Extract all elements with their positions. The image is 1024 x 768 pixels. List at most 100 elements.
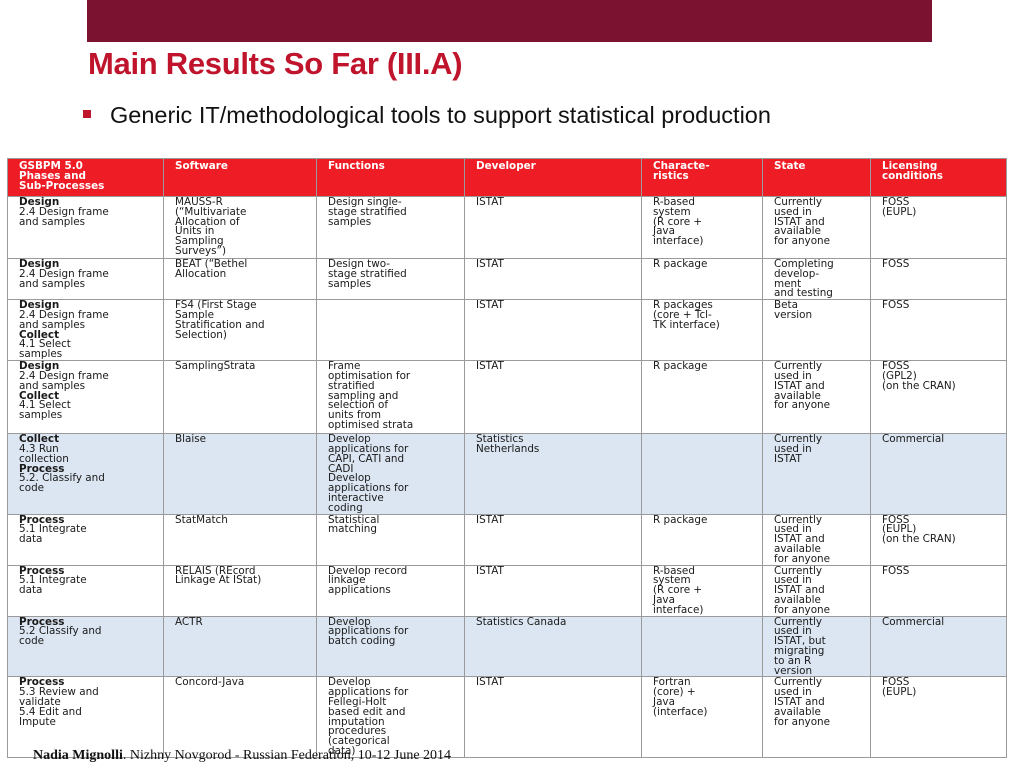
characteristics-cell: R package xyxy=(641,513,763,566)
table-row: Process 5.1 Integrate data RELAIS (REcor… xyxy=(7,564,1007,617)
footer-author: Nadia Mignolli xyxy=(33,748,123,763)
state-cell: Beta version xyxy=(762,299,871,362)
licensing-cell: FOSS xyxy=(870,299,1007,362)
phase-title: Design xyxy=(19,299,60,312)
phases-cell: Design 2.4 Design frame and samples xyxy=(7,257,164,301)
results-table: GSBPM 5.0 Phases and Sub-Processes Softw… xyxy=(7,158,1007,758)
bullet-text: Generic IT/methodological tools to suppo… xyxy=(110,102,771,128)
developer-cell: ISTAT xyxy=(464,257,642,301)
functions-cell xyxy=(316,299,465,362)
phase-title: Design xyxy=(19,196,60,208)
phase-detail: 4.1 Select samples xyxy=(19,338,71,361)
phase-detail: 2.4 Design frame and samples xyxy=(19,369,109,392)
header-developer: Developer xyxy=(464,158,642,197)
developer-cell: Statistics Canada xyxy=(464,615,642,678)
characteristics-cell xyxy=(641,433,763,515)
functions-cell: Develop applications for CAPI, CATI and … xyxy=(316,433,465,515)
phases-cell: Process 5.1 Integrate data xyxy=(7,564,164,617)
developer-cell: ISTAT xyxy=(464,513,642,566)
phase-title: Collect xyxy=(19,433,60,446)
developer-cell: ISTAT xyxy=(464,360,642,435)
licensing-cell: Commercial xyxy=(870,615,1007,678)
licensing-cell: FOSS (EUPL) (on the CRAN) xyxy=(870,513,1007,566)
licensing-cell: FOSS (GPL2) (on the CRAN) xyxy=(870,360,1007,435)
phase-detail: 2.4 Design frame and samples xyxy=(19,308,109,331)
characteristics-cell: R package xyxy=(641,257,763,301)
licensing-cell: FOSS xyxy=(870,257,1007,301)
phase-detail: 4.3 Run collection xyxy=(19,442,69,465)
phase-detail: 4.1 Select samples xyxy=(19,399,71,422)
phase-detail: 2.4 Design frame and samples xyxy=(19,205,109,228)
software-cell: BEAT (“Bethel Allocation xyxy=(163,257,317,301)
table-row: Design 2.4 Design frame and samples MAUS… xyxy=(7,196,1007,259)
functions-cell: Develop record linkage applications xyxy=(316,564,465,617)
phase-detail: 2.4 Design frame and samples xyxy=(19,267,109,290)
software-cell: ACTR xyxy=(163,615,317,678)
software-cell: SamplingStrata xyxy=(163,360,317,435)
characteristics-cell: R packages (core + Tcl- TK interface) xyxy=(641,299,763,362)
phase-detail: 5.3 Review and validate 5.4 Edit and Imp… xyxy=(19,686,99,728)
licensing-cell: Commercial xyxy=(870,433,1007,515)
developer-cell: ISTAT xyxy=(464,196,642,259)
results-table-container: GSBPM 5.0 Phases and Sub-Processes Softw… xyxy=(7,158,1007,758)
phase-title: Process xyxy=(19,462,65,475)
phase-title: Process xyxy=(19,676,65,689)
software-cell: MAUSS-R (“Multivariate Allocation of Uni… xyxy=(163,196,317,259)
functions-cell: Frame optimisation for stratified sampli… xyxy=(316,360,465,435)
phase-title: Process xyxy=(19,565,65,577)
table-header-row: GSBPM 5.0 Phases and Sub-Processes Softw… xyxy=(7,158,1007,197)
characteristics-cell: R-based system (R core + Java interface) xyxy=(641,564,763,617)
phases-cell: Design 2.4 Design frame and samples Coll… xyxy=(7,360,164,435)
phase-title: Collect xyxy=(19,328,60,341)
state-cell: Currently used in ISTAT xyxy=(762,433,871,515)
licensing-cell: FOSS (EUPL) xyxy=(870,196,1007,259)
functions-cell: Develop applications for Fellegi-Holt ba… xyxy=(316,676,465,758)
phases-cell: Process 5.2 Classify and code xyxy=(7,615,164,678)
bullet-marker xyxy=(83,110,91,118)
phases-cell: Process 5.1 Integrate data xyxy=(7,513,164,566)
header-gsbpm-phases: GSBPM 5.0 Phases and Sub-Processes xyxy=(7,158,164,197)
table-row: Design 2.4 Design frame and samples Coll… xyxy=(7,299,1007,362)
state-cell: Currently used in ISTAT, but migrating t… xyxy=(762,615,871,678)
footer-event: . Nizhny Novgorod - Russian Federation, … xyxy=(122,748,452,763)
phase-title: Process xyxy=(19,514,65,526)
table-row: Collect 4.3 Run collection Process 5.2. … xyxy=(7,433,1007,515)
phases-cell: Design 2.4 Design frame and samples xyxy=(7,196,164,259)
characteristics-cell xyxy=(641,615,763,678)
phase-detail: 5.2. Classify and code xyxy=(19,472,105,495)
functions-cell: Design single- stage stratified samples xyxy=(316,196,465,259)
phase-title: Design xyxy=(19,258,60,270)
developer-cell: ISTAT xyxy=(464,299,642,362)
licensing-cell: FOSS (EUPL) xyxy=(870,676,1007,758)
characteristics-cell: R package xyxy=(641,360,763,435)
software-cell: Blaise xyxy=(163,433,317,515)
header-state: State xyxy=(762,158,871,197)
phases-cell: Collect 4.3 Run collection Process 5.2. … xyxy=(7,433,164,515)
characteristics-cell: Fortran (core) + Java (interface) xyxy=(641,676,763,758)
software-cell: Concord-Java xyxy=(163,676,317,758)
state-cell: Completing develop- ment and testing xyxy=(762,257,871,301)
phase-title: Process xyxy=(19,616,65,628)
table-row: Process 5.1 Integrate data StatMatch Sta… xyxy=(7,513,1007,566)
header-licensing: Licensing conditions xyxy=(870,158,1007,197)
licensing-cell: FOSS xyxy=(870,564,1007,617)
developer-cell: ISTAT xyxy=(464,676,642,758)
state-cell: Currently used in ISTAT and available fo… xyxy=(762,676,871,758)
state-cell: Currently used in ISTAT and available fo… xyxy=(762,513,871,566)
software-cell: FS4 (First Stage Sample Stratification a… xyxy=(163,299,317,362)
header-software: Software xyxy=(163,158,317,197)
table-row: Design 2.4 Design frame and samples BEAT… xyxy=(7,257,1007,301)
phase-title: Collect xyxy=(19,389,60,402)
table-row: Design 2.4 Design frame and samples Coll… xyxy=(7,360,1007,435)
characteristics-cell: R-based system (R core + Java interface) xyxy=(641,196,763,259)
phase-detail: 5.1 Integrate data xyxy=(19,523,87,546)
software-cell: RELAIS (REcord Linkage At IStat) xyxy=(163,564,317,617)
state-cell: Currently used in ISTAT and available fo… xyxy=(762,196,871,259)
table-row: Process 5.2 Classify and code ACTR Devel… xyxy=(7,615,1007,678)
footer: Nadia Mignolli. Nizhny Novgorod - Russia… xyxy=(33,748,451,764)
table-row: Process 5.3 Review and validate 5.4 Edit… xyxy=(7,676,1007,758)
functions-cell: Develop applications for batch coding xyxy=(316,615,465,678)
functions-cell: Design two- stage stratified samples xyxy=(316,257,465,301)
header-characteristics: Characte- ristics xyxy=(641,158,763,197)
developer-cell: ISTAT xyxy=(464,564,642,617)
